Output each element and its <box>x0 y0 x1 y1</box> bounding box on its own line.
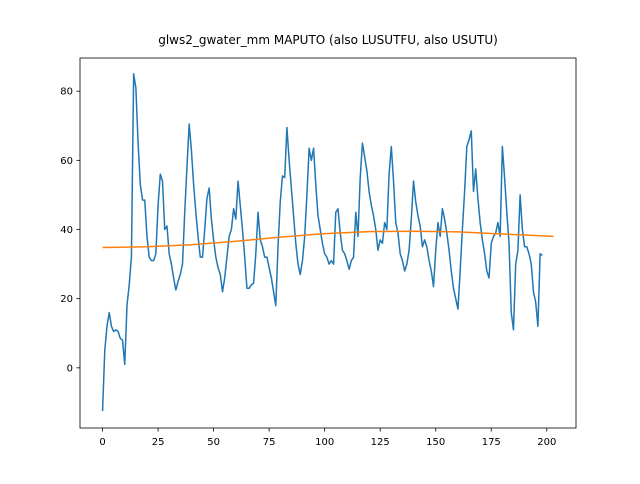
y-tick-label: 0 <box>67 363 73 374</box>
x-tick-label: 125 <box>371 437 390 448</box>
x-tick-label: 75 <box>263 437 276 448</box>
line-series <box>102 230 554 249</box>
x-tick-label: 200 <box>537 437 556 448</box>
x-tick-label: 175 <box>482 437 501 448</box>
y-tick-label: 80 <box>60 87 73 98</box>
chart-title: glws2_gwater_mm MAPUTO (also LUSUTFU, al… <box>158 33 498 47</box>
x-tick-label: 0 <box>99 437 105 448</box>
x-tick-label: 25 <box>152 437 165 448</box>
x-tick-label: 100 <box>315 437 334 448</box>
y-tick-label: 20 <box>60 294 73 305</box>
y-tick-label: 60 <box>60 156 73 167</box>
x-tick-label: 50 <box>207 437 220 448</box>
y-tick-label: 40 <box>60 225 73 236</box>
line-series <box>101 73 543 412</box>
plot-frame <box>79 57 577 429</box>
x-tick-label: 150 <box>426 437 445 448</box>
